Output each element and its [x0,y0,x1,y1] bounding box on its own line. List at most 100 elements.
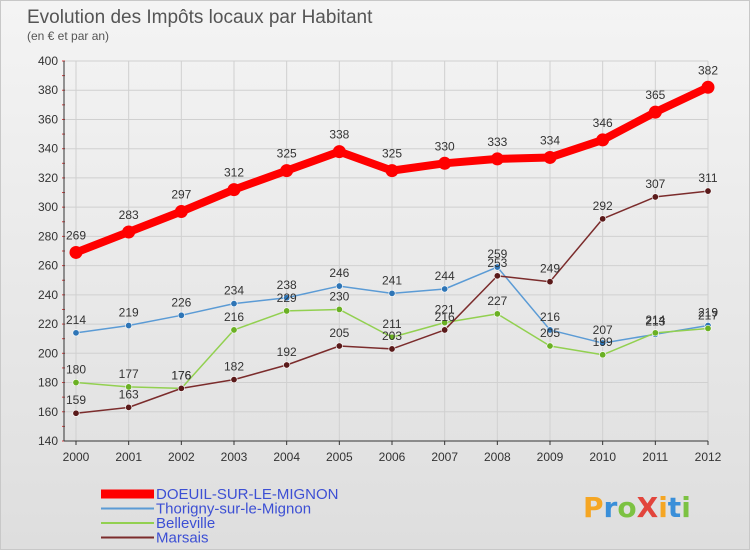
y-tick-label: 200 [38,346,58,360]
point-doeuil-sur-le-mignon [385,164,399,178]
point-belleville [335,305,343,313]
x-tick-label: 2005 [326,450,353,464]
data-label-marsais: 176 [171,368,191,382]
point-doeuil-sur-le-mignon [490,152,504,166]
point-belleville [72,379,80,387]
data-label-thorigny-sur-le-mignon: 244 [435,269,455,283]
data-label-belleville: 230 [329,289,349,303]
point-doeuil-sur-le-mignon [122,225,136,239]
proxiti-logo: ProXiti [583,491,691,524]
data-label-belleville: 227 [487,294,507,308]
point-thorigny-sur-le-mignon [72,329,80,337]
point-belleville [546,342,554,350]
data-label-marsais: 203 [382,329,402,343]
data-label-thorigny-sur-le-mignon: 246 [329,266,349,280]
legend-label: Belleville [156,515,215,532]
point-marsais [546,278,554,286]
point-thorigny-sur-le-mignon [230,300,238,308]
data-label-marsais: 292 [593,199,613,213]
legend-label: Marsais [156,530,209,547]
point-thorigny-sur-le-mignon [388,289,396,297]
data-label-thorigny-sur-le-mignon: 234 [224,284,244,298]
x-tick-label: 2008 [484,450,511,464]
y-tick-label: 320 [38,171,58,185]
point-marsais [651,193,659,201]
data-label-doeuil-sur-le-mignon: 283 [119,208,139,222]
data-label-belleville: 199 [593,335,613,349]
axes: 140 160 180 200 220 240 260 280 300 320 340 360 380 4… [38,54,722,464]
data-label-thorigny-sur-le-mignon: 207 [593,323,613,337]
data-label-thorigny-sur-le-mignon: 219 [119,306,139,320]
data-label-belleville: 205 [540,326,560,340]
data-label-thorigny-sur-le-mignon: 226 [171,295,191,309]
point-belleville [704,324,712,332]
point-marsais [283,361,291,369]
legend-label: DOEUIL-SUR-LE-MIGNON [156,486,339,503]
x-tick-label: 2006 [379,450,406,464]
point-marsais [388,345,396,353]
y-tick-label: 260 [38,259,58,273]
data-label-doeuil-sur-le-mignon: 333 [487,135,507,149]
data-label-thorigny-sur-le-mignon: 216 [540,310,560,324]
point-belleville [599,351,607,359]
y-tick-label: 240 [38,288,58,302]
point-marsais [177,384,185,392]
point-belleville [125,383,133,391]
data-label-belleville: 217 [698,308,718,322]
data-label-marsais: 249 [540,262,560,276]
data-label-doeuil-sur-le-mignon: 297 [171,188,191,202]
y-tick-label: 160 [38,405,58,419]
point-thorigny-sur-le-mignon [493,263,501,271]
data-label-marsais: 307 [645,177,665,191]
point-doeuil-sur-le-mignon [701,80,715,94]
point-thorigny-sur-le-mignon [125,322,133,330]
data-label-marsais: 192 [277,345,297,359]
point-thorigny-sur-le-mignon [599,339,607,347]
data-label-doeuil-sur-le-mignon: 365 [645,88,665,102]
point-marsais [599,215,607,223]
data-label-belleville: 216 [224,310,244,324]
y-tick-label: 280 [38,229,58,243]
point-doeuil-sur-le-mignon [596,133,610,147]
data-label-doeuil-sur-le-mignon: 338 [329,128,349,142]
data-label-thorigny-sur-le-mignon: 241 [382,273,402,287]
data-label-thorigny-sur-le-mignon: 214 [66,313,86,327]
point-doeuil-sur-le-mignon [438,156,452,170]
data-label-belleville: 221 [435,303,455,317]
x-tick-label: 2007 [431,450,458,464]
point-doeuil-sur-le-mignon [280,164,294,178]
data-label-doeuil-sur-le-mignon: 334 [540,133,560,147]
data-label-thorigny-sur-le-mignon: 238 [277,278,297,292]
data-label-marsais: 253 [487,256,507,270]
point-thorigny-sur-le-mignon [546,326,554,334]
x-tick-label: 2002 [168,450,195,464]
point-doeuil-sur-le-mignon [227,183,241,197]
data-label-marsais: 311 [698,171,717,185]
x-tick-label: 2010 [589,450,616,464]
y-tick-label: 180 [38,376,58,390]
x-tick-label: 2000 [63,450,90,464]
x-tick-label: 2003 [221,450,248,464]
y-tick-label: 220 [38,317,58,331]
series-layer [69,80,715,417]
legend: DOEUIL-SUR-LE-MIGNONThorigny-sur-le-Mign… [101,486,339,547]
data-label-marsais: 159 [66,393,86,407]
data-labels: 269 283 297 312 325 338 325 330 333 334 346 365 382 2… [66,63,718,407]
data-label-doeuil-sur-le-mignon: 325 [382,147,402,161]
point-doeuil-sur-le-mignon [543,150,557,164]
gridlines [64,60,709,442]
data-label-belleville: 180 [66,363,86,377]
y-tick-label: 140 [38,434,58,448]
x-tick-label: 2004 [273,450,300,464]
point-marsais [72,409,80,417]
point-doeuil-sur-le-mignon [648,105,662,119]
point-doeuil-sur-le-mignon [174,205,188,219]
x-tick-label: 2011 [642,450,668,464]
chart-subtitle: (en € et par an) [27,29,109,43]
point-belleville [283,307,291,315]
data-label-doeuil-sur-le-mignon: 269 [66,228,86,242]
data-label-doeuil-sur-le-mignon: 330 [435,139,455,153]
data-label-thorigny-sur-le-mignon: 259 [487,247,507,261]
